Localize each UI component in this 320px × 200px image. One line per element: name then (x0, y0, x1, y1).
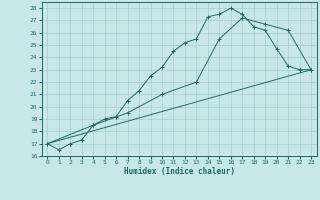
X-axis label: Humidex (Indice chaleur): Humidex (Indice chaleur) (124, 167, 235, 176)
